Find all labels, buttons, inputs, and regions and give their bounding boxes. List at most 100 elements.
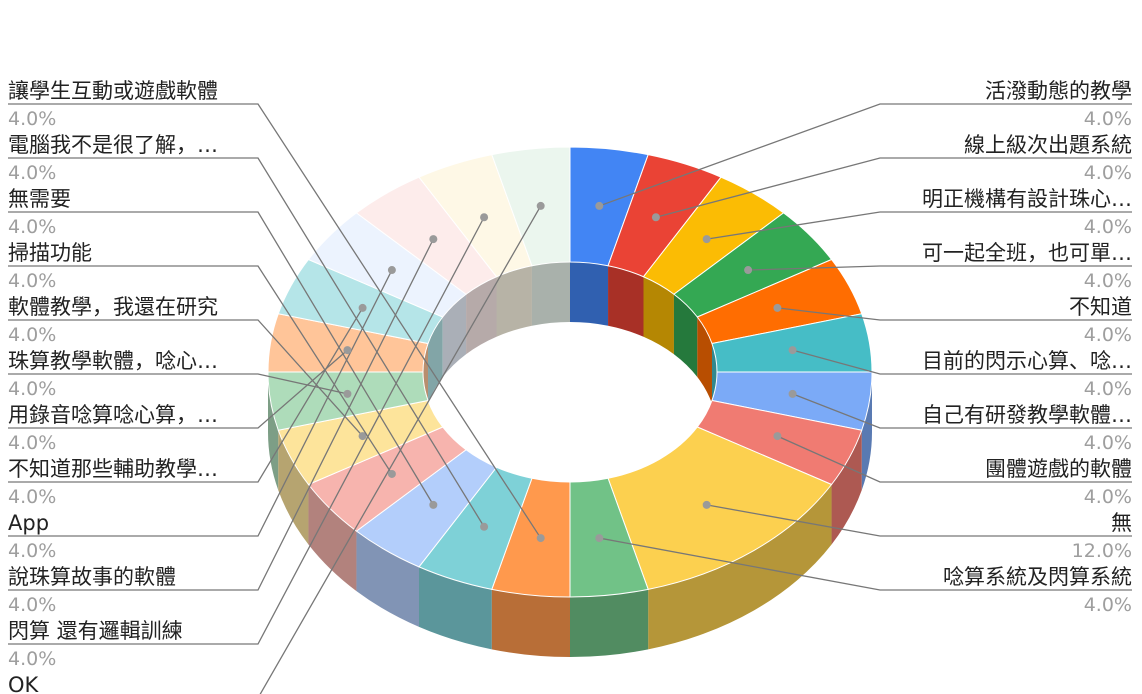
label-10: 唸算系統及閃算系統 4.0% — [595, 534, 1132, 616]
leader-line-10 — [599, 537, 1132, 591]
label-name-21: 閃算 還有邏輯訓練 — [8, 619, 183, 643]
label-name-4: 可一起全班，也可單… — [922, 241, 1132, 265]
leader-dot-22 — [536, 201, 545, 210]
leader-line-4 — [748, 265, 1132, 271]
leader-dot-9 — [702, 500, 711, 509]
label-name-1: 活潑動態的教學 — [985, 79, 1132, 103]
outer-wall-11 — [491, 589, 570, 657]
inner-wall-3 — [643, 276, 674, 355]
slice-labels: 活潑動態的教學 4.0% 線上級次出題系統 4.0% 明正機構有設計珠心… 4.0% 可一起… — [8, 79, 1132, 694]
label-percent-12: 4.0% — [8, 162, 56, 184]
inner-wall-19 — [442, 294, 467, 377]
label-18: 不知道那些輔助教學… 4.0% — [8, 303, 367, 508]
leader-line-1 — [599, 103, 1132, 207]
label-percent-15: 4.0% — [8, 324, 56, 346]
outer-wall-14 — [308, 484, 357, 592]
inner-wall-22 — [531, 262, 570, 326]
inner-wall-2 — [608, 265, 644, 337]
label-percent-19: 4.0% — [8, 540, 56, 562]
leader-line-11 — [8, 103, 542, 539]
donut-slices — [267, 146, 873, 598]
label-name-15: 軟體教學，我還在研究 — [8, 295, 218, 319]
leader-line-22 — [259, 205, 542, 694]
leader-dot-11 — [536, 534, 545, 543]
leader-dot-12 — [480, 522, 489, 531]
leader-dot-21 — [480, 213, 489, 222]
label-percent-8: 4.0% — [1084, 486, 1132, 508]
leader-dot-1 — [595, 201, 604, 210]
label-percent-4: 4.0% — [1084, 270, 1132, 292]
leader-line-20 — [8, 238, 434, 591]
label-5: 不知道 4.0% — [773, 295, 1132, 346]
label-21: 閃算 還有邏輯訓練 4.0% — [8, 213, 489, 670]
leader-line-15 — [8, 319, 364, 437]
leader-line-14 — [8, 265, 393, 475]
label-3: 明正機構有設計珠心… 4.0% — [702, 187, 1132, 244]
label-percent-2: 4.0% — [1084, 162, 1132, 184]
leader-dot-2 — [651, 213, 660, 222]
outer-wall-13 — [356, 531, 419, 627]
leader-line-21 — [8, 216, 485, 645]
label-percent-21: 4.0% — [8, 648, 56, 670]
slice-22 — [491, 146, 571, 267]
label-22: OK 4.0% — [8, 201, 545, 694]
label-name-11: 讓學生互動或遊戲軟體 — [8, 79, 218, 103]
label-11: 讓學生互動或遊戲軟體 4.0% — [8, 79, 545, 543]
label-percent-14: 4.0% — [8, 270, 56, 292]
leader-dot-13 — [429, 500, 438, 509]
leader-line-7 — [792, 393, 1132, 429]
inner-wall-1 — [570, 262, 609, 326]
label-20: 說珠算故事的軟體 4.0% — [8, 235, 438, 616]
label-19: App 4.0% — [8, 266, 396, 562]
leader-line-13 — [8, 211, 434, 506]
label-percent-6: 4.0% — [1084, 378, 1132, 400]
leader-line-9 — [706, 504, 1132, 537]
label-13: 無需要 4.0% — [8, 187, 438, 509]
leader-dot-20 — [429, 235, 438, 244]
slice-9 — [607, 426, 833, 590]
label-percent-3: 4.0% — [1084, 216, 1132, 238]
label-name-8: 團體遊戲的軟體 — [985, 457, 1132, 481]
label-name-3: 明正機構有設計珠心… — [922, 187, 1132, 211]
leader-dot-5 — [773, 303, 782, 312]
label-name-2: 線上級次出題系統 — [964, 133, 1132, 157]
label-percent-9: 12.0% — [1072, 540, 1132, 562]
label-15: 軟體教學，我還在研究 4.0% — [8, 295, 367, 441]
label-6: 目前的閃示心算、唸… 4.0% — [788, 346, 1132, 400]
label-name-5: 不知道 — [1069, 295, 1132, 319]
leader-dot-10 — [595, 534, 604, 543]
label-17: 用錄音唸算唸心算，… 4.0% — [8, 346, 352, 454]
label-percent-7: 4.0% — [1084, 432, 1132, 454]
label-1: 活潑動態的教學 4.0% — [595, 79, 1132, 210]
label-7: 自己有研發教學軟體… 4.0% — [788, 389, 1132, 454]
leader-line-5 — [777, 307, 1132, 321]
label-2: 線上級次出題系統 4.0% — [651, 133, 1132, 222]
leader-dot-15 — [358, 432, 367, 441]
leader-dot-19 — [387, 266, 396, 275]
leader-dot-18 — [358, 303, 367, 312]
outer-wall-8 — [831, 430, 862, 545]
label-name-9: 無 — [1111, 511, 1132, 535]
label-name-18: 不知道那些輔助教學… — [8, 457, 218, 481]
label-name-19: App — [8, 511, 49, 535]
inner-wall-5 — [697, 317, 712, 404]
label-name-12: 電腦我不是很了解，… — [8, 133, 218, 157]
leader-dot-14 — [387, 469, 396, 478]
leader-line-18 — [8, 307, 364, 483]
leader-dot-7 — [788, 389, 797, 398]
label-name-6: 目前的閃示心算、唸… — [922, 349, 1132, 373]
label-percent-11: 4.0% — [8, 108, 56, 130]
label-16: 珠算教學軟體，唸心… 4.0% — [8, 349, 352, 400]
leader-line-19 — [8, 269, 393, 537]
label-percent-18: 4.0% — [8, 486, 56, 508]
label-name-7: 自己有研發教學軟體… — [922, 403, 1132, 427]
label-name-17: 用錄音唸算唸心算，… — [8, 403, 218, 427]
inner-wall-21 — [496, 265, 532, 337]
leader-line-12 — [8, 157, 485, 528]
leader-dot-6 — [788, 346, 797, 355]
leader-line-17 — [8, 349, 348, 429]
label-name-20: 說珠算故事的軟體 — [8, 565, 176, 589]
label-percent-16: 4.0% — [8, 378, 56, 400]
label-name-14: 掃描功能 — [8, 241, 92, 265]
